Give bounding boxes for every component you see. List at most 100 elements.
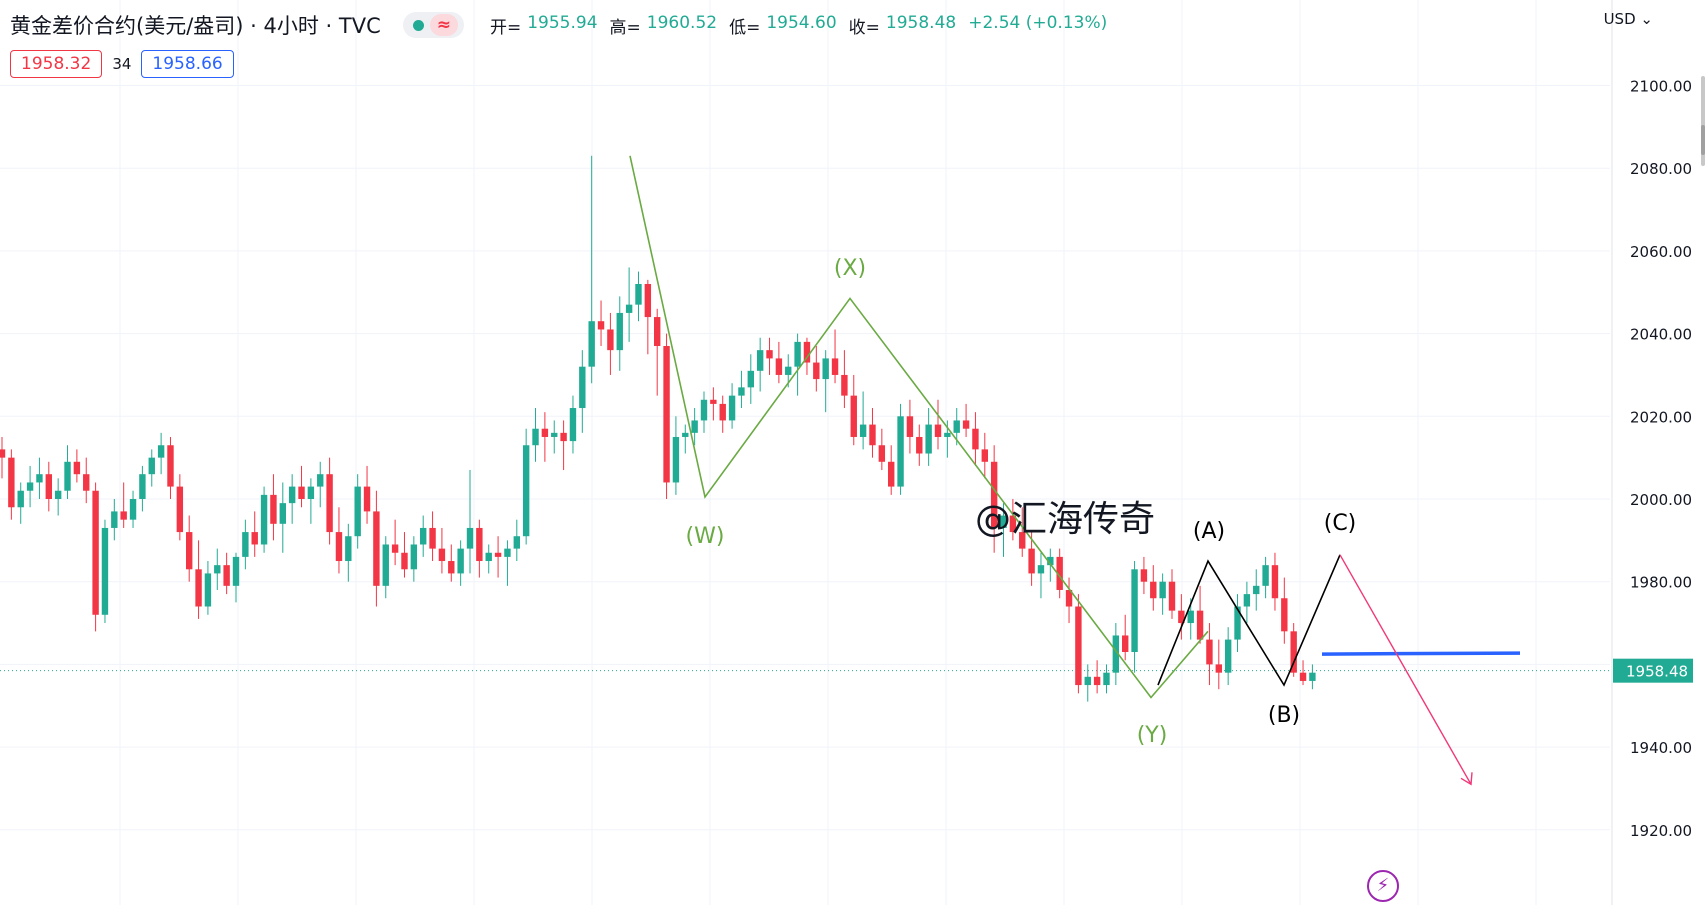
candle-body	[551, 432, 558, 437]
candle-body	[457, 548, 464, 574]
candle-body	[925, 424, 932, 454]
close-key: 收=	[848, 17, 880, 38]
candle-body	[1140, 569, 1148, 582]
candle-body	[83, 474, 90, 491]
candle-body	[747, 370, 754, 388]
candle-body	[1112, 635, 1120, 673]
market-status-pill[interactable]: ≈	[402, 12, 464, 38]
wave-label-x: (X)	[834, 256, 866, 281]
symbol-title[interactable]: 黄金差价合约(美元/盎司) · 4小时 · TVC	[10, 14, 381, 38]
candle-body	[738, 387, 745, 396]
candle-body	[1253, 585, 1260, 595]
y-tick-label: 2000.00	[1630, 491, 1692, 509]
candle-body	[878, 445, 886, 462]
candle-body	[157, 445, 165, 458]
wave-drawings: (W) (X) (Y) (A) (B) (C)	[629, 155, 1521, 786]
candle-body	[1224, 639, 1232, 673]
candle-body	[1019, 532, 1026, 549]
scrollbar-thumb[interactable]	[1701, 125, 1705, 155]
candle-body	[1047, 556, 1054, 566]
last-price-tag	[1613, 658, 1693, 683]
candle-body	[1084, 676, 1091, 686]
candle-body	[1290, 631, 1297, 673]
candle-body	[317, 474, 324, 487]
candle-body	[92, 490, 99, 615]
candle-body	[934, 424, 942, 437]
ohlc-values: 开= 1955.94 高= 1960.52 低= 1954.60 收= 1958.48 …	[490, 13, 1107, 38]
candle-body	[345, 536, 352, 562]
candle-body	[625, 304, 633, 313]
candle-body	[859, 424, 867, 437]
candle-body	[719, 403, 726, 421]
candle-body	[391, 544, 399, 553]
candle-body	[26, 482, 34, 491]
candle-body	[831, 358, 839, 375]
projection-arrow-line	[1339, 554, 1472, 785]
candle-body	[1150, 581, 1157, 599]
candle-body	[139, 474, 146, 499]
candle-body	[532, 428, 539, 446]
candle-body	[990, 461, 998, 528]
candle-body	[766, 350, 773, 359]
candle-body	[1271, 565, 1279, 599]
change-value: +2.54 (+0.13%)	[968, 12, 1108, 33]
candle-body	[813, 362, 820, 380]
candle-body	[1187, 610, 1194, 624]
candle-body	[251, 532, 258, 545]
lightning-icon[interactable]: ⚡	[1367, 870, 1399, 902]
open-value: 1955.94	[527, 12, 598, 33]
candle-body	[1159, 581, 1166, 599]
projection-arrow-head	[1460, 772, 1473, 786]
candle-body	[654, 317, 661, 347]
candle-body	[326, 474, 333, 533]
candle-body	[73, 461, 81, 475]
candles	[0, 155, 1316, 702]
buy-price-button[interactable]: 1958.66	[141, 50, 234, 78]
candle-body	[1131, 569, 1138, 652]
candle-body	[944, 432, 951, 437]
candle-body	[214, 565, 221, 574]
candle-body	[1065, 589, 1073, 607]
candle-body	[438, 548, 446, 562]
candle-body	[1000, 515, 1007, 528]
candle-body	[916, 436, 923, 454]
candle-body	[953, 420, 960, 433]
candle-body	[728, 395, 736, 421]
candle-body	[186, 532, 193, 570]
candle-body	[242, 532, 249, 557]
candle-body	[485, 552, 492, 562]
candle-body	[401, 552, 408, 570]
candle-body	[850, 395, 857, 437]
candle-body	[906, 416, 914, 437]
candle-body	[1215, 664, 1222, 673]
currency-label: USD	[1603, 10, 1636, 28]
candle-body	[232, 556, 240, 586]
candle-body	[897, 416, 904, 487]
candle-body	[223, 565, 230, 586]
spread-value: 34	[112, 55, 132, 73]
candle-body	[0, 449, 6, 458]
candle-body	[17, 490, 24, 508]
wave-wxy-line	[629, 155, 1209, 699]
y-tick-label: 2080.00	[1630, 160, 1692, 178]
y-tick-label: 2020.00	[1630, 408, 1692, 426]
currency-selector[interactable]: USD ⌄	[1604, 10, 1653, 28]
high-key: 高=	[609, 17, 641, 38]
candle-body	[560, 432, 567, 442]
candle-body	[195, 569, 202, 607]
price-axis[interactable]: 2100.00 2080.00 2060.00 2040.00 2020.00 2000.…	[1613, 78, 1693, 840]
scrollbar-track[interactable]	[1701, 76, 1705, 166]
sell-price-button[interactable]: 1958.32	[10, 50, 103, 78]
candle-body	[176, 486, 184, 533]
y-tick-label: 1980.00	[1630, 574, 1692, 592]
y-tick-label: 1940.00	[1630, 739, 1692, 757]
high-value: 1960.52	[646, 12, 718, 33]
candle-body	[700, 399, 708, 421]
candle-body	[279, 503, 286, 524]
wave-label-c: (C)	[1324, 511, 1357, 536]
candle-body	[644, 283, 652, 318]
candle-body	[466, 527, 474, 549]
candle-body	[682, 432, 689, 437]
candle-body	[148, 457, 155, 475]
